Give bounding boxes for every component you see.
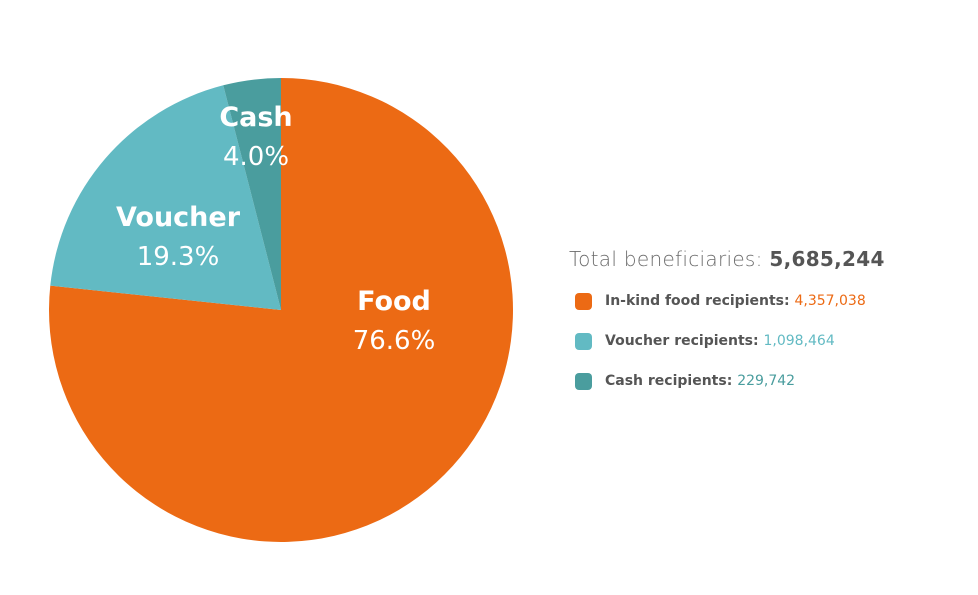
legend-swatch-food <box>575 293 592 310</box>
slice-percent-food: 76.6% <box>353 326 436 356</box>
total-value: 5,685,244 <box>769 247 885 271</box>
legend-value-voucher: 1,098,464 <box>763 333 835 349</box>
legend-swatch-voucher <box>575 333 592 350</box>
slice-label-food: Food <box>357 286 431 317</box>
legend-value-cash: 229,742 <box>737 373 796 389</box>
legend-item-food: In-kind food recipients: 4,357,038 <box>569 291 969 311</box>
legend-label-food: In-kind food recipients: <box>605 293 795 309</box>
legend-item-voucher: Voucher recipients: 1,098,464 <box>569 331 969 351</box>
slice-percent-voucher: 19.3% <box>137 242 220 272</box>
total-beneficiaries: Total beneficiaries: 5,685,244 <box>569 247 969 271</box>
legend-item-cash: Cash recipients: 229,742 <box>569 371 969 391</box>
pie-slice-food <box>48 78 513 542</box>
legend-value-food: 4,357,038 <box>794 293 866 309</box>
legend-label-cash: Cash recipients: <box>605 373 738 389</box>
pie-slices <box>48 78 513 542</box>
pie-slice-cash <box>223 78 281 310</box>
pie-slice-voucher <box>50 85 281 311</box>
slice-percent-cash: 4.0% <box>223 142 289 172</box>
slice-label-voucher: Voucher <box>116 202 241 233</box>
legend-swatch-cash <box>575 373 592 390</box>
pie-labels: Food 76.6% Voucher 19.3% Cash 4.0% <box>116 102 435 356</box>
total-label: Total beneficiaries: <box>569 247 770 271</box>
legend-label-voucher: Voucher recipients: <box>605 333 764 349</box>
slice-label-cash: Cash <box>219 102 292 133</box>
legend: Total beneficiaries: 5,685,244 In-kind f… <box>569 247 969 391</box>
